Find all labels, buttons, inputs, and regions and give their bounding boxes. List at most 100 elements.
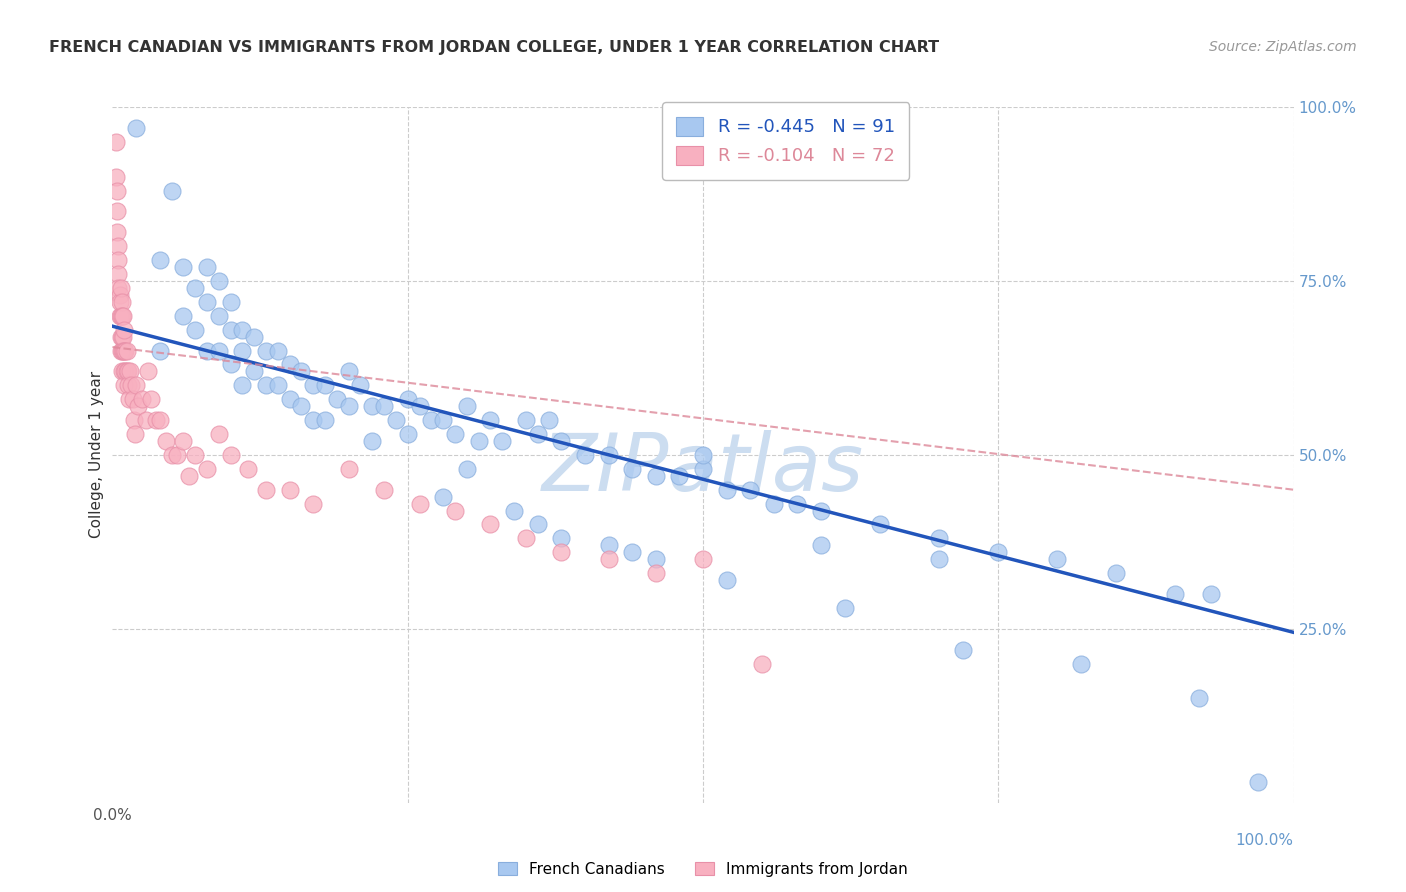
Point — [160, 448, 183, 462]
Point — [810, 503, 832, 517]
Point — [408, 497, 430, 511]
Point — [107, 281, 129, 295]
Point — [456, 462, 478, 476]
Point — [127, 399, 149, 413]
Text: FRENCH CANADIAN VS IMMIGRANTS FROM JORDAN COLLEGE, UNDER 1 YEAR CORRELATION CHAR: FRENCH CANADIAN VS IMMIGRANTS FROM JORDA… — [49, 40, 939, 55]
Point — [115, 364, 138, 378]
Point — [526, 427, 548, 442]
Point — [231, 343, 253, 358]
Point — [105, 169, 128, 184]
Point — [184, 448, 207, 462]
Point — [111, 329, 134, 343]
Point — [160, 184, 183, 198]
Legend: French Canadians, Immigrants from Jordan: French Canadians, Immigrants from Jordan — [491, 854, 915, 884]
Point — [668, 468, 690, 483]
Point — [149, 253, 172, 268]
Point — [112, 323, 135, 337]
Point — [149, 413, 172, 427]
Point — [515, 413, 537, 427]
Point — [692, 448, 714, 462]
Point — [267, 343, 290, 358]
Point — [118, 392, 141, 407]
Point — [1164, 587, 1187, 601]
Point — [112, 378, 135, 392]
Point — [111, 294, 134, 309]
Point — [105, 204, 128, 219]
Point — [124, 427, 146, 442]
Point — [111, 309, 134, 323]
Point — [166, 448, 188, 462]
Point — [408, 399, 430, 413]
Point — [219, 294, 242, 309]
Point — [278, 483, 301, 497]
Point — [810, 538, 832, 552]
Point — [361, 399, 384, 413]
Point — [491, 434, 513, 448]
Point — [120, 378, 142, 392]
Point — [107, 253, 129, 268]
Point — [131, 392, 153, 407]
Point — [110, 309, 132, 323]
Point — [141, 392, 163, 407]
Point — [107, 239, 129, 253]
Point — [444, 427, 467, 442]
Point — [456, 399, 478, 413]
Point — [644, 468, 666, 483]
Point — [120, 364, 142, 378]
Point — [1247, 775, 1270, 789]
Point — [598, 552, 620, 566]
Point — [550, 434, 572, 448]
Point — [254, 343, 277, 358]
Point — [172, 434, 194, 448]
Point — [1199, 587, 1222, 601]
Point — [952, 642, 974, 657]
Y-axis label: College, Under 1 year: College, Under 1 year — [89, 371, 104, 539]
Point — [538, 413, 561, 427]
Point — [467, 434, 489, 448]
Point — [110, 329, 132, 343]
Point — [1046, 552, 1069, 566]
Point — [361, 434, 384, 448]
Point — [172, 309, 194, 323]
Point — [621, 462, 644, 476]
Text: Source: ZipAtlas.com: Source: ZipAtlas.com — [1209, 40, 1357, 54]
Point — [349, 378, 371, 392]
Point — [184, 323, 207, 337]
Point — [179, 468, 201, 483]
Point — [302, 497, 325, 511]
Point — [208, 343, 231, 358]
Point — [208, 274, 231, 288]
Point — [254, 378, 277, 392]
Point — [420, 413, 443, 427]
Point — [195, 260, 218, 274]
Point — [243, 329, 266, 343]
Point — [621, 545, 644, 559]
Point — [117, 378, 139, 392]
Point — [108, 294, 131, 309]
Point — [219, 323, 242, 337]
Point — [786, 497, 808, 511]
Point — [112, 329, 135, 343]
Point — [110, 343, 132, 358]
Text: 100.0%: 100.0% — [1236, 833, 1294, 848]
Point — [373, 399, 395, 413]
Point — [111, 343, 134, 358]
Point — [136, 364, 159, 378]
Text: ZIPatlas: ZIPatlas — [541, 430, 865, 508]
Point — [396, 427, 419, 442]
Point — [716, 483, 738, 497]
Point — [385, 413, 408, 427]
Point — [290, 399, 312, 413]
Point — [110, 281, 132, 295]
Point — [644, 552, 666, 566]
Point — [479, 413, 502, 427]
Point — [314, 378, 336, 392]
Point — [243, 364, 266, 378]
Legend: R = -0.445   N = 91, R = -0.104   N = 72: R = -0.445 N = 91, R = -0.104 N = 72 — [662, 103, 910, 180]
Point — [135, 413, 157, 427]
Point — [184, 281, 207, 295]
Point — [598, 448, 620, 462]
Point — [278, 358, 301, 372]
Point — [444, 503, 467, 517]
Point — [526, 517, 548, 532]
